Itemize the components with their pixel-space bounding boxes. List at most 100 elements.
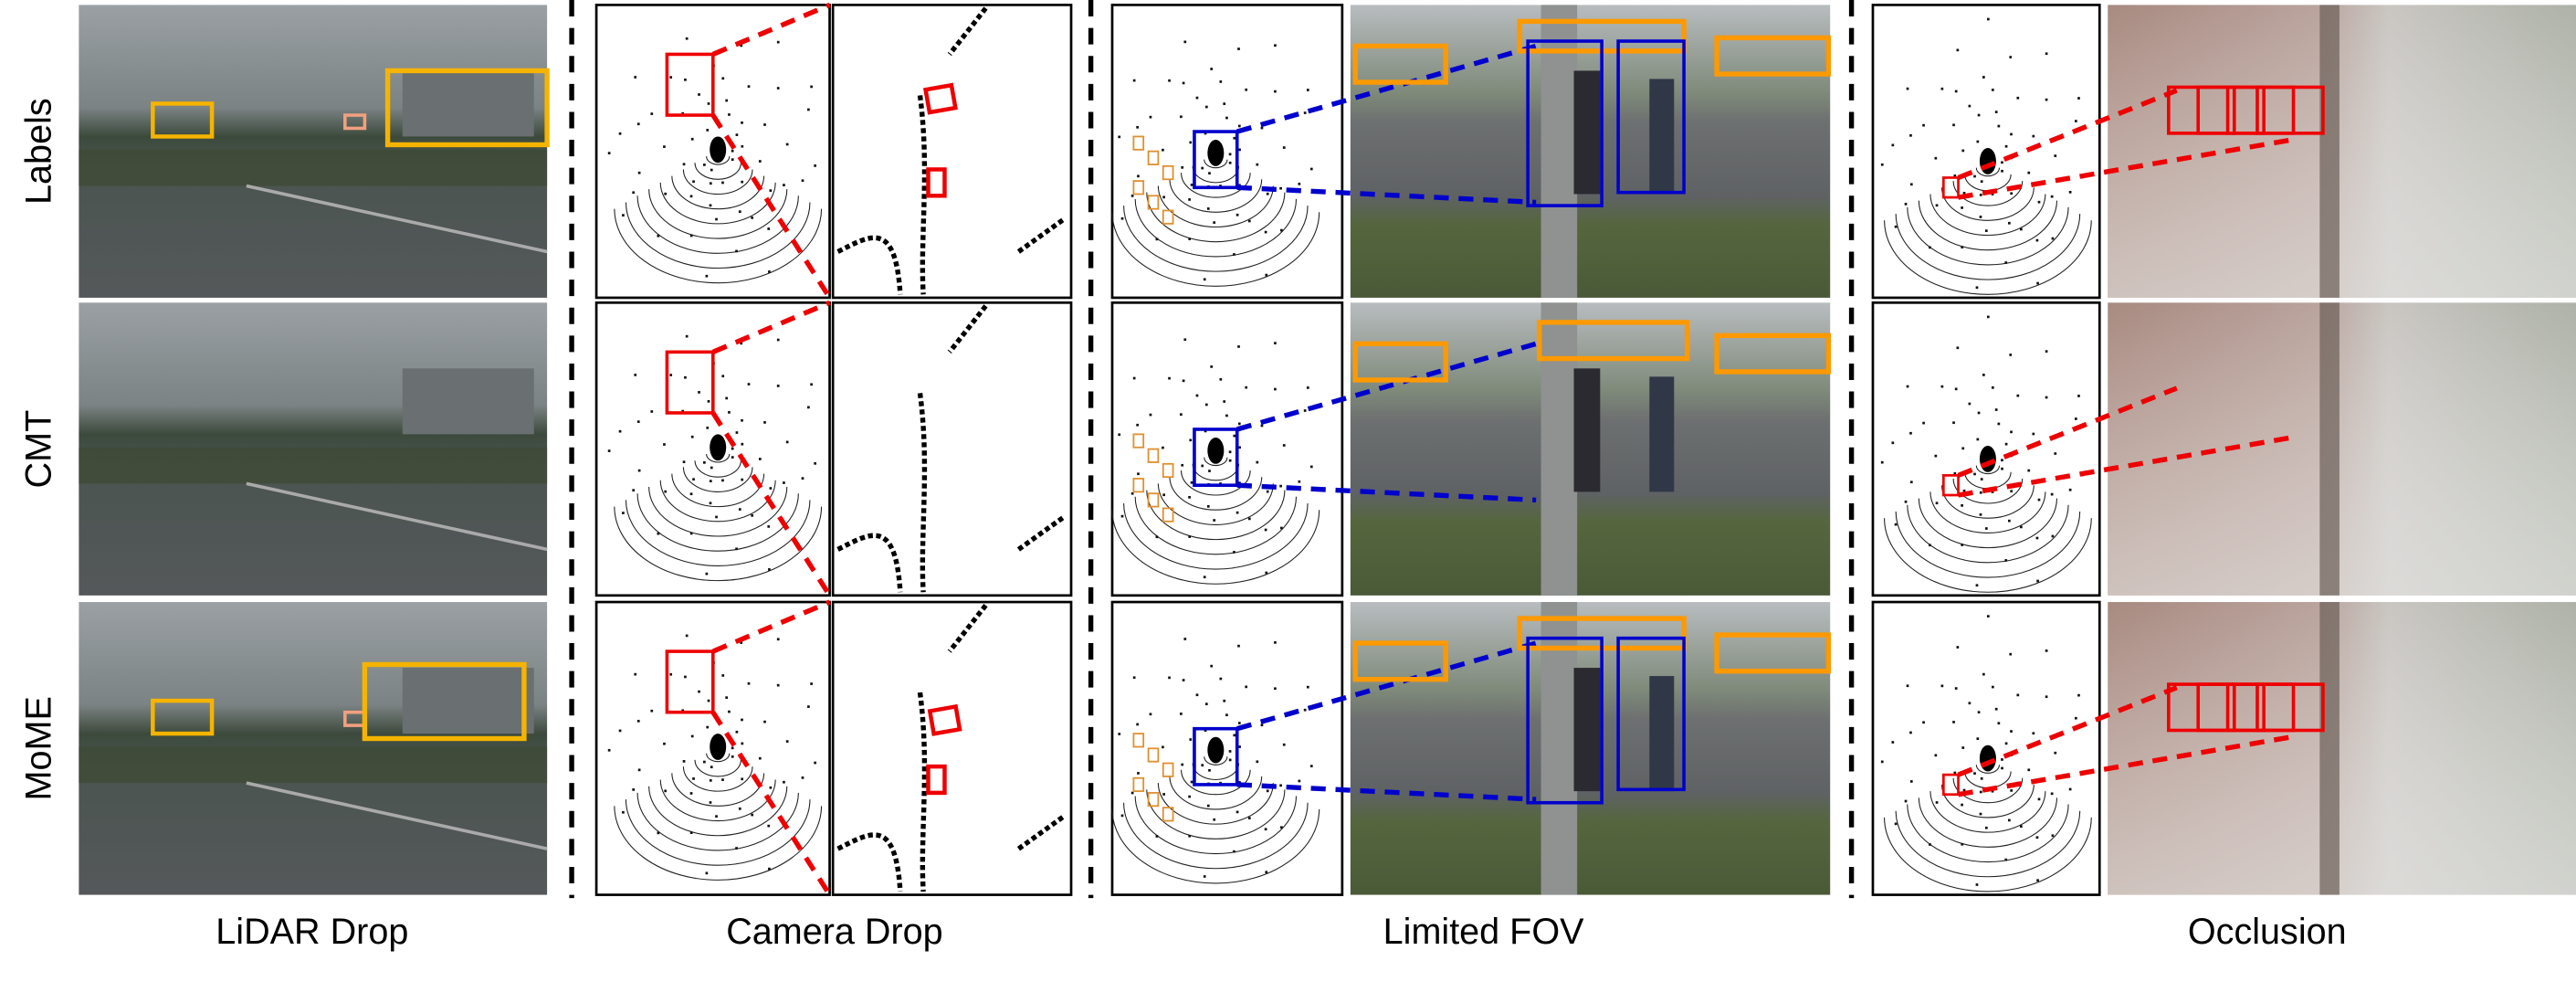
lidar-point (1894, 822, 1898, 826)
lidar-point (2010, 490, 2013, 493)
lidar-point (1909, 133, 1912, 137)
lidar-point (1935, 801, 1939, 804)
lidar-ring (1157, 483, 1274, 525)
lidar-point (1979, 216, 1982, 218)
lidar-point (1982, 374, 1985, 376)
lidar-point (1149, 115, 1152, 119)
lidar-point (1929, 246, 1931, 249)
lidar-point (1238, 446, 1241, 449)
lidar-point (1206, 207, 1210, 210)
ego (1207, 140, 1225, 166)
lidar-point (1986, 615, 1990, 618)
fov-link (1235, 640, 1537, 732)
lidar-point (1188, 198, 1191, 201)
lidar-point (689, 234, 693, 238)
lidar-point (741, 478, 744, 481)
lidar-point (741, 742, 744, 745)
lidar-point (650, 410, 654, 413)
lidar-point (2075, 120, 2077, 122)
lidar-ring (1146, 192, 1286, 243)
person (1649, 676, 1675, 792)
occ-link (1958, 435, 2293, 498)
lidar-point (1953, 471, 1957, 475)
lidar-point (689, 492, 693, 496)
lidar-point (709, 502, 712, 505)
pillar (2319, 602, 2339, 895)
lidar-point (1922, 123, 1925, 127)
person (1649, 79, 1675, 195)
lidar-point (706, 129, 710, 132)
lidar-point (751, 513, 754, 517)
fov-link (1236, 782, 1537, 802)
pole (1540, 602, 1578, 895)
person (1573, 70, 1601, 195)
lidar-point (1260, 424, 1264, 428)
lidar-point (1962, 788, 1966, 792)
lidar-point (740, 342, 743, 345)
lidar-point (1274, 687, 1277, 691)
lidar-point (767, 824, 771, 828)
lidar-point (1219, 377, 1223, 381)
lidar-point (1979, 513, 1982, 516)
lidar-point (1190, 780, 1193, 784)
bev-box (1132, 478, 1145, 493)
lidar-point (1956, 646, 1960, 649)
lidar-point (1188, 834, 1192, 838)
lidar-point (1891, 441, 1895, 445)
lidar-point (1922, 721, 1925, 724)
lidar-point (2004, 559, 2008, 562)
lidar-point (1909, 431, 1912, 435)
lidar-ring (1157, 783, 1274, 825)
bev-box (1132, 180, 1145, 195)
lidar-point (2051, 237, 2055, 240)
lidar-point (1120, 216, 1124, 220)
lidar-point (1986, 17, 1990, 21)
grass (79, 149, 548, 186)
lidar-ring (1907, 804, 2069, 863)
gt-box (384, 68, 550, 148)
lidar-point (681, 111, 685, 115)
lidar-ring (1111, 212, 1320, 287)
zoom-link (710, 711, 832, 897)
gt-box (1714, 35, 1832, 77)
lidar-point (698, 391, 700, 394)
lidar-point (1132, 79, 1136, 82)
lidar-point (1980, 478, 1983, 480)
lidar-point (689, 195, 693, 198)
lidar-point (637, 768, 641, 772)
lidar-point (1973, 472, 1976, 476)
lidar-ring (1111, 808, 1320, 884)
occ-region (1941, 176, 1960, 199)
truck (402, 368, 534, 435)
lidar-point (685, 334, 689, 338)
lidar-point (1909, 480, 1913, 484)
lidar-point (768, 270, 771, 273)
lidar-point (731, 149, 734, 153)
lidar-point (2036, 281, 2039, 285)
lidar-curve (836, 304, 1067, 593)
lidar-point (710, 168, 713, 172)
lidar-point (710, 466, 713, 470)
lidar-point (1298, 779, 1301, 783)
zoom-panel (831, 600, 1073, 896)
lidar-point (2077, 693, 2080, 697)
lidar-point (735, 133, 739, 136)
lidar-point (1977, 113, 1981, 117)
lidar-point (1247, 817, 1251, 819)
lidar-point (2045, 695, 2048, 699)
lidar-point (1233, 734, 1236, 737)
lidar-point (721, 77, 725, 80)
lidar-point (2045, 52, 2048, 56)
lidar-point (1130, 195, 1134, 197)
lidar-point (1149, 413, 1152, 417)
lidar-point (1120, 514, 1124, 518)
lidar-ring (694, 460, 741, 478)
lidar-ring (1952, 777, 2024, 804)
lidar-ring (1975, 465, 2001, 475)
lidar-point (657, 234, 660, 238)
lidar-ring (1181, 470, 1251, 496)
lidar-point (636, 122, 640, 126)
lidar-point (1223, 699, 1226, 702)
lidar-point (1968, 402, 1971, 406)
lidar-point (725, 396, 729, 400)
